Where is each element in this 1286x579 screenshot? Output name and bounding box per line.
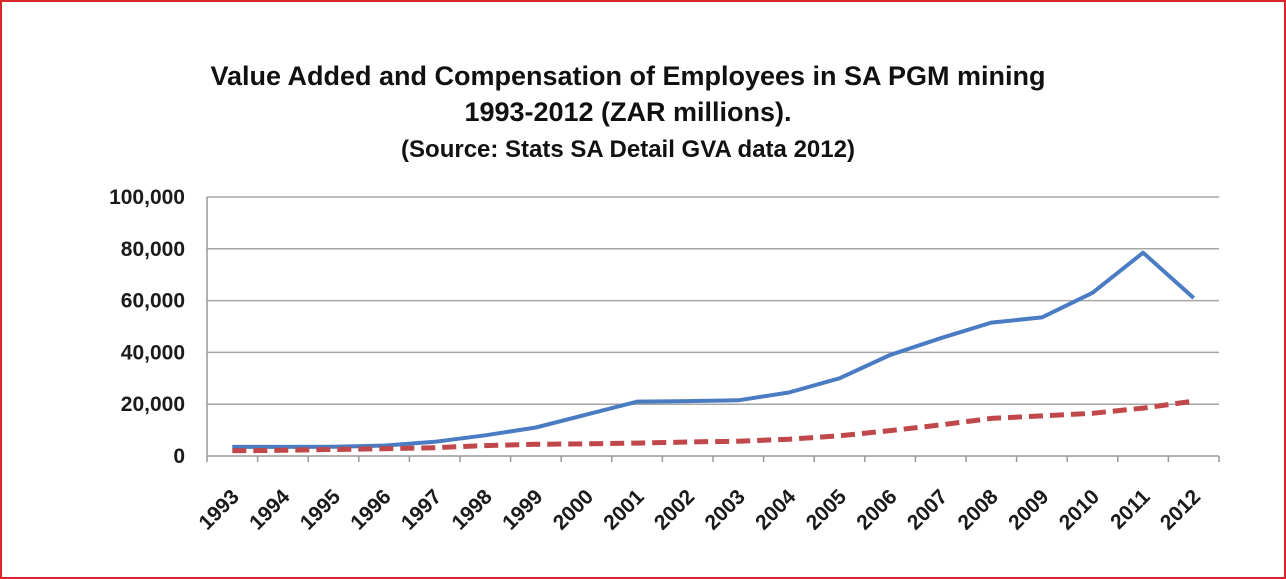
x-tick-label: 2001 — [599, 485, 649, 535]
chart-title-block: Value Added and Compensation of Employee… — [0, 58, 1256, 170]
x-tick-label: 2003 — [701, 485, 750, 534]
x-tick-label: 2008 — [954, 485, 1004, 535]
y-tick-label: 80,000 — [121, 238, 185, 261]
x-tick-label: 1999 — [498, 485, 547, 534]
x-tick-label: 2010 — [1055, 485, 1104, 534]
x-tick-label: 1993 — [195, 485, 244, 534]
chart-subtitle: (Source: Stats SA Detail GVA data 2012) — [401, 136, 855, 163]
x-tick-label: 2012 — [1156, 485, 1205, 534]
y-tick-label: 0 — [173, 445, 185, 468]
x-tick-label: 2007 — [903, 485, 952, 534]
x-tick-label: 2002 — [650, 485, 699, 534]
y-tick-label: 40,000 — [121, 341, 185, 364]
chart-title-line2: 1993-2012 (ZAR millions). — [464, 97, 792, 127]
x-tick-label: 2009 — [1004, 485, 1053, 534]
x-tick-label: 1996 — [346, 485, 395, 534]
x-tick-label: 2000 — [549, 485, 598, 534]
x-tick-label: 1997 — [397, 485, 446, 534]
x-tick-label: 1994 — [245, 485, 295, 535]
y-tick-label: 20,000 — [121, 393, 185, 416]
x-tick-label: 1998 — [448, 485, 498, 535]
x-tick-label: 2006 — [852, 485, 901, 534]
series-line-value-added — [232, 250, 1196, 449]
series-line-compensation — [232, 398, 1195, 454]
x-tick-label: 2005 — [802, 485, 852, 535]
y-tick-label: 100,000 — [109, 186, 185, 209]
y-tick-label: 60,000 — [121, 290, 185, 313]
chart-title: Value Added and Compensation of Employee… — [210, 61, 1046, 91]
x-tick-label: 2004 — [751, 485, 801, 535]
x-tick-label: 2011 — [1106, 485, 1155, 534]
x-tick-label: 1995 — [296, 485, 346, 535]
